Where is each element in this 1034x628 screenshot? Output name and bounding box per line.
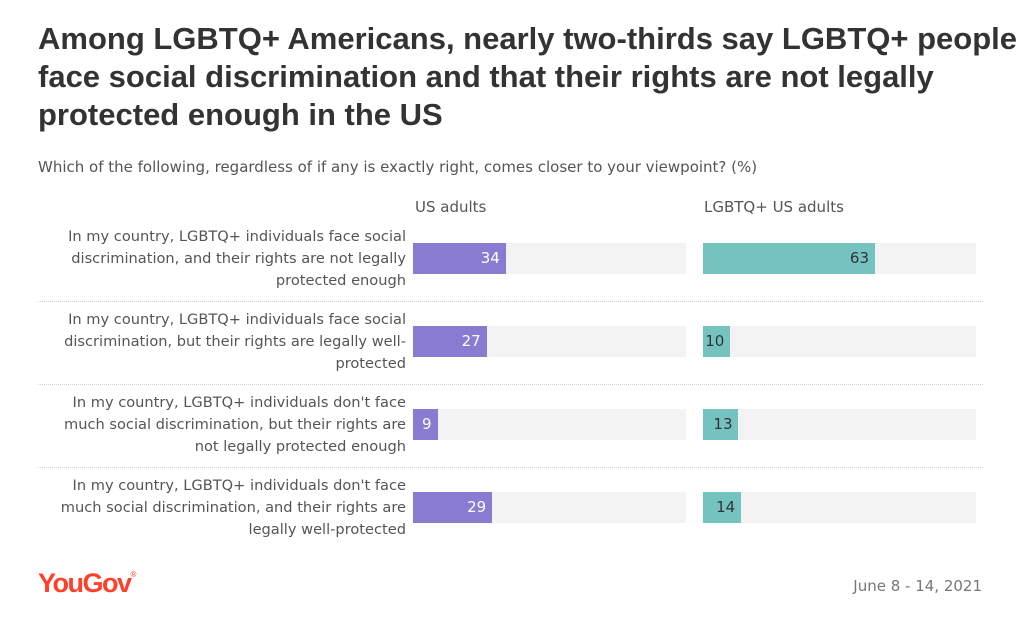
survey-date: June 8 - 14, 2021 (853, 577, 982, 595)
bar-lgbtq-us-adults (703, 492, 742, 523)
category-label: In my country, LGBTQ+ individuals don't … (64, 394, 406, 455)
panel-header-lgbtq-us-adults: LGBTQ+ US adults (704, 198, 844, 216)
bar-track-us-adults: 34 (413, 243, 686, 274)
bar-us-adults (413, 326, 487, 357)
data-label-us-adults: 27 (461, 332, 481, 350)
row-divider (38, 467, 983, 468)
bar-us-adults (413, 409, 438, 440)
bar-track-us-adults: 29 (413, 492, 686, 523)
chart-subtitle: Which of the following, regardless of if… (38, 158, 758, 176)
bar-lgbtq-us-adults (703, 326, 731, 357)
yougov-logo: YouGov® (38, 568, 136, 599)
data-label-us-adults: 29 (467, 498, 487, 516)
panel-header-us-adults: US adults (415, 198, 487, 216)
data-label-lgbtq-us-adults: 14 (716, 498, 736, 516)
bar-lgbtq-us-adults (703, 243, 875, 274)
bar-track-lgbtq-us-adults: 63 (703, 243, 976, 274)
bar-us-adults (413, 492, 493, 523)
bar-track-lgbtq-us-adults: 13 (703, 409, 976, 440)
bar-track-us-adults: 9 (413, 409, 686, 440)
chart-title: Among LGBTQ+ Americans, nearly two-third… (38, 21, 1017, 132)
data-label-lgbtq-us-adults: 13 (713, 415, 733, 433)
logo-text: YouGov (38, 568, 132, 598)
registered-mark: ® (130, 570, 137, 579)
data-label-lgbtq-us-adults: 63 (849, 249, 869, 267)
data-label-us-adults: 9 (422, 415, 432, 433)
bar-track-lgbtq-us-adults: 10 (703, 326, 976, 357)
category-label: In my country, LGBTQ+ individuals face s… (64, 311, 406, 372)
data-label-us-adults: 34 (480, 249, 500, 267)
bar-lgbtq-us-adults (703, 409, 739, 440)
category-label: In my country, LGBTQ+ individuals don't … (60, 477, 406, 538)
bar-us-adults (413, 243, 506, 274)
data-label-lgbtq-us-adults: 10 (705, 332, 725, 350)
bar-track-us-adults: 27 (413, 326, 686, 357)
row-divider (38, 384, 983, 385)
row-divider (38, 301, 983, 302)
bar-track-lgbtq-us-adults: 14 (703, 492, 976, 523)
category-label: In my country, LGBTQ+ individuals face s… (68, 228, 406, 289)
